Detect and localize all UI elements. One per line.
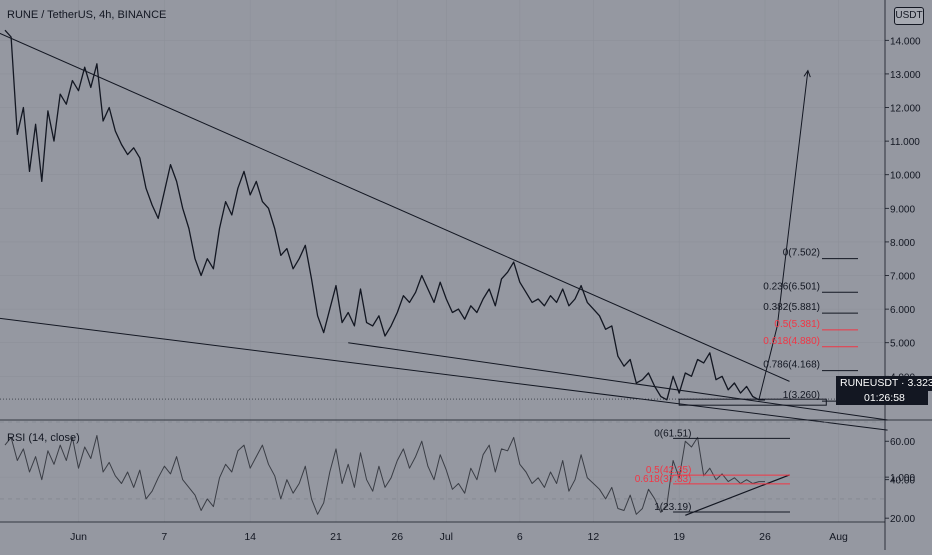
time-axis-label: Aug (829, 531, 848, 543)
rsi-fib-label: 1(23.19) (654, 502, 691, 513)
price-axis-label: 9.000 (890, 204, 915, 215)
price-axis-label: 7.000 (890, 272, 915, 283)
fib-level-label: 0.5(5.381) (774, 319, 820, 330)
price-axis-label: 6.000 (890, 305, 915, 316)
projection-arrowhead (803, 69, 811, 78)
time-axis-label: 19 (673, 531, 685, 543)
fib-level-label: 0(7.502) (783, 248, 820, 259)
price-axis-label: 8.000 (890, 238, 915, 249)
fib-level-label: 0.786(4.168) (763, 360, 820, 371)
time-axis-label: Jul (440, 531, 453, 543)
price-axis-label: 14.000 (890, 36, 921, 47)
time-axis-label: 12 (588, 531, 600, 543)
time-axis-label: 26 (759, 531, 771, 543)
rsi-axis-label: 20.00 (890, 514, 915, 525)
price-axis-label: 10.000 (890, 171, 921, 182)
trendline (0, 32, 790, 382)
chart-title: RUNE / TetherUS, 4h, BINANCE (7, 9, 167, 21)
price-axis-label: 11.000 (890, 137, 920, 148)
price-axis-label: 5.000 (890, 339, 915, 350)
support-box (678, 398, 827, 406)
trendline (348, 342, 888, 421)
fib-level-label: 0.236(6.501) (763, 281, 820, 292)
time-axis-label: 26 (391, 531, 403, 543)
price-pane[interactable]: 0(7.502) 0.236(6.501) 0.382(5.881) 0.5(5.38… (0, 29, 888, 431)
rsi-axis-label: 40.00 (890, 476, 915, 487)
rsi-fib-label: 0.618(37.83) (635, 474, 692, 485)
time-axis-label: 6 (517, 531, 523, 543)
projection-path (758, 70, 809, 400)
rsi-trendline (685, 474, 790, 516)
rsi-axis-label: 60.00 (890, 437, 915, 448)
rsi-fib-label: 0(61.51) (654, 428, 691, 439)
rsi-title: RSI (14, close) (7, 432, 80, 444)
price-axis-label: 1.000 (890, 473, 915, 484)
rsi-fib-label: 0.5(42.35) (646, 465, 692, 476)
gridlines (0, 0, 885, 522)
time-axis-label: 14 (244, 531, 256, 543)
last-price-tag: RUNEUSDT · 3.323 (836, 376, 932, 391)
fib-level-label: 0.618(4.880) (763, 336, 820, 347)
currency-button[interactable]: USDT (894, 7, 924, 25)
fib-level-label: 0.382(5.881) (763, 302, 820, 313)
rsi-line (4, 435, 765, 515)
bar-countdown: 01:26:58 (836, 391, 928, 405)
price-axis-label: 12.000 (890, 104, 921, 115)
rsi-pane[interactable]: 0(61.51) 0.5(42.35)0.618(37.83) 1(23.19) (0, 421, 885, 516)
trendline (0, 317, 888, 431)
time-axis-label: Jun (70, 531, 87, 543)
time-axis-label: 21 (330, 531, 342, 543)
time-axis-label: 7 (161, 531, 167, 543)
fib-level-label: 1(3.260) (783, 390, 820, 401)
price-line (4, 29, 765, 401)
price-axis-label: 13.000 (890, 70, 921, 81)
